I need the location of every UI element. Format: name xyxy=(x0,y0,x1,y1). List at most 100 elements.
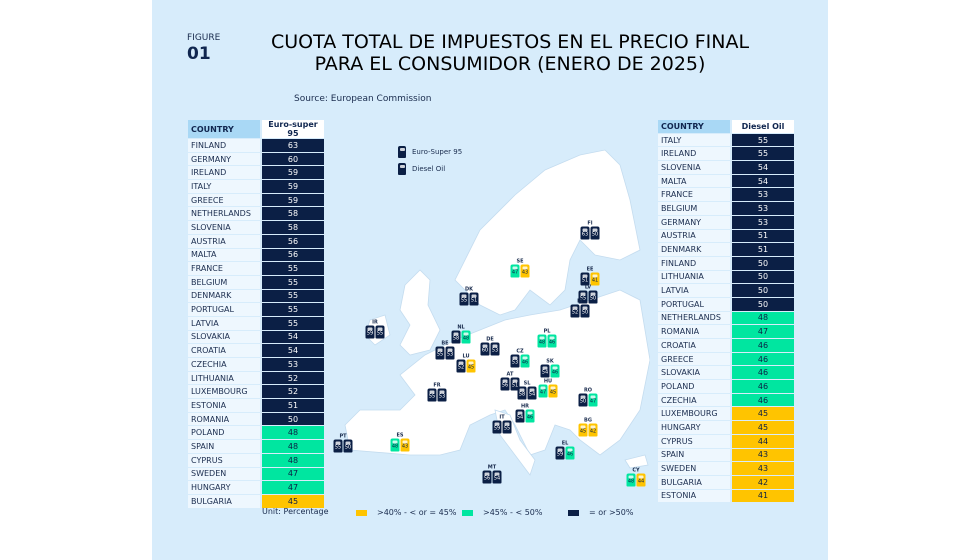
country-cell: FRANCE xyxy=(188,261,261,276)
petrol-pump-icon: 50 xyxy=(578,393,588,407)
map-marker-fi: FI 63 50 xyxy=(580,221,600,240)
table-row: LUXEMBOURG 52 xyxy=(188,384,324,400)
country-code: IR xyxy=(372,319,378,326)
country-cell: ESTONIA xyxy=(188,398,261,413)
country-code: BE xyxy=(441,340,449,347)
fuel-pumps: 52 45 xyxy=(456,359,476,373)
table-row: GERMANY 53 xyxy=(658,215,794,230)
map-marker-bg: BG 45 42 xyxy=(578,418,598,437)
country-code: LT xyxy=(577,298,583,305)
table-row: NETHERLANDS 58 xyxy=(188,206,324,222)
country-code: EL xyxy=(561,440,569,447)
value-cell: 46 xyxy=(730,352,794,367)
country-code: HU xyxy=(543,378,553,385)
column-header-country: COUNTRY xyxy=(188,120,261,139)
country-cell: NETHERLANDS xyxy=(188,206,261,222)
diesel-pump-icon: 46 xyxy=(565,446,575,460)
table-row: CYPRUS 44 xyxy=(658,434,794,449)
country-code: PL xyxy=(543,328,551,335)
value-cell: 60 xyxy=(260,152,324,167)
value-cell: 56 xyxy=(260,248,324,263)
fuel-pumps: 48 43 xyxy=(390,438,410,452)
value-cell: 44 xyxy=(730,434,794,449)
diesel-pump-icon: 53 xyxy=(437,388,447,402)
map-marker-sl: SL 58 54 xyxy=(517,381,537,400)
country-cell: BELGIUM xyxy=(658,201,731,216)
value-cell: 56 xyxy=(260,234,324,249)
country-cell: SPAIN xyxy=(658,448,731,463)
fuel-pumps: 48 44 xyxy=(626,473,646,487)
fuel-pumps: 59 55 xyxy=(365,325,385,339)
table-row: BELGIUM 53 xyxy=(658,201,794,216)
petrol-pump-icon: 51 xyxy=(580,272,590,286)
value-cell: 51 xyxy=(730,229,794,244)
petrol-pump-icon: 52 xyxy=(456,359,466,373)
country-cell: POLAND xyxy=(658,379,731,394)
petrol-pump-icon: 53 xyxy=(510,354,520,368)
country-cell: ITALY xyxy=(188,179,261,194)
diesel-pump-icon: 50 xyxy=(588,290,598,304)
diesel-oil-table: COUNTRY Diesel Oil ITALY 55 IRELAND 55 SLOVEN… xyxy=(658,120,794,504)
scandinavia-shape xyxy=(454,149,641,316)
country-code: AT xyxy=(506,371,514,378)
map-marker-hu: HU 47 45 xyxy=(538,378,558,398)
column-header-country: COUNTRY xyxy=(658,120,731,134)
value-cell: 46 xyxy=(730,338,794,353)
euro-super-95-table: COUNTRY Euro-super 95 FINLAND 63 GERMANY 60 I… xyxy=(188,120,324,509)
country-cell: CZECHIA xyxy=(188,357,261,372)
country-cell: SLOVAKIA xyxy=(658,365,731,381)
table-row: BULGARIA 45 xyxy=(188,494,324,509)
table-row: LITHUANIA 52 xyxy=(188,371,324,386)
fuel-pumps: 54 46 xyxy=(515,409,535,423)
country-cell: DENMARK xyxy=(188,289,261,304)
map-marker-dk: DK 55 51 xyxy=(459,287,479,306)
value-cell: 55 xyxy=(260,302,324,317)
fuel-pumps: 47 45 xyxy=(538,384,558,398)
fuel-pumps: 56 54 xyxy=(482,470,502,484)
value-cell: 52 xyxy=(260,384,324,400)
diesel-pump-icon: 46 xyxy=(547,334,557,348)
unit-note: Unit: Percentage xyxy=(262,507,329,516)
fuel-pumps: 45 42 xyxy=(578,423,598,437)
country-code: EE xyxy=(586,266,594,273)
table-row: PORTUGAL 50 xyxy=(658,297,794,312)
diesel-pump-icon: 44 xyxy=(636,473,646,487)
fuel-pumps: 58 54 xyxy=(517,386,537,400)
diesel-pump-icon: 47 xyxy=(588,393,598,407)
map-marker-at: AT 56 51 xyxy=(500,371,520,391)
table-row: ITALY 59 xyxy=(188,179,324,194)
diesel-pump-icon: 43 xyxy=(400,438,410,452)
table-row: SLOVAKIA 54 xyxy=(188,330,324,345)
diesel-pump-icon: 43 xyxy=(520,264,530,278)
map-marker-be: BE 55 53 xyxy=(435,340,455,360)
petrol-pump-icon: 47 xyxy=(510,264,520,278)
map-marker-pt: PT 55 50 xyxy=(333,434,353,453)
diesel-pump-icon: 45 xyxy=(466,359,476,373)
diesel-pump-icon: 46 xyxy=(550,364,560,378)
fuel-pumps: 54 46 xyxy=(540,364,560,378)
country-cell: IRELAND xyxy=(658,146,731,162)
country-cell: GREECE xyxy=(658,352,731,367)
fuel-pumps: 55 53 xyxy=(427,388,447,402)
diesel-pump-icon: 54 xyxy=(527,386,537,400)
table-row: SLOVAKIA 46 xyxy=(658,365,794,381)
fuel-pumps: 63 50 xyxy=(580,226,600,240)
country-code: MT xyxy=(487,464,497,471)
europe-map xyxy=(344,149,650,476)
petrol-pump-icon: 55 xyxy=(459,292,469,306)
table-row: HUNGARY 47 xyxy=(188,480,324,495)
country-code: FR xyxy=(433,382,441,389)
country-code: SE xyxy=(516,258,524,265)
country-cell: BULGARIA xyxy=(188,494,261,509)
country-cell: ESTONIA xyxy=(658,489,731,504)
value-cell: 55 xyxy=(260,289,324,304)
diesel-pump-icon: 53 xyxy=(445,346,455,360)
figure-label: FIGURE xyxy=(187,33,221,43)
petrol-pump-icon: 55 xyxy=(427,388,437,402)
value-cell: 46 xyxy=(730,393,794,408)
value-cell: 43 xyxy=(730,448,794,463)
country-cell: FRANCE xyxy=(658,187,731,203)
petrol-pump-icon: 59 xyxy=(365,325,375,339)
value-cell: 47 xyxy=(260,480,324,495)
country-cell: LITHUANIA xyxy=(188,371,261,386)
